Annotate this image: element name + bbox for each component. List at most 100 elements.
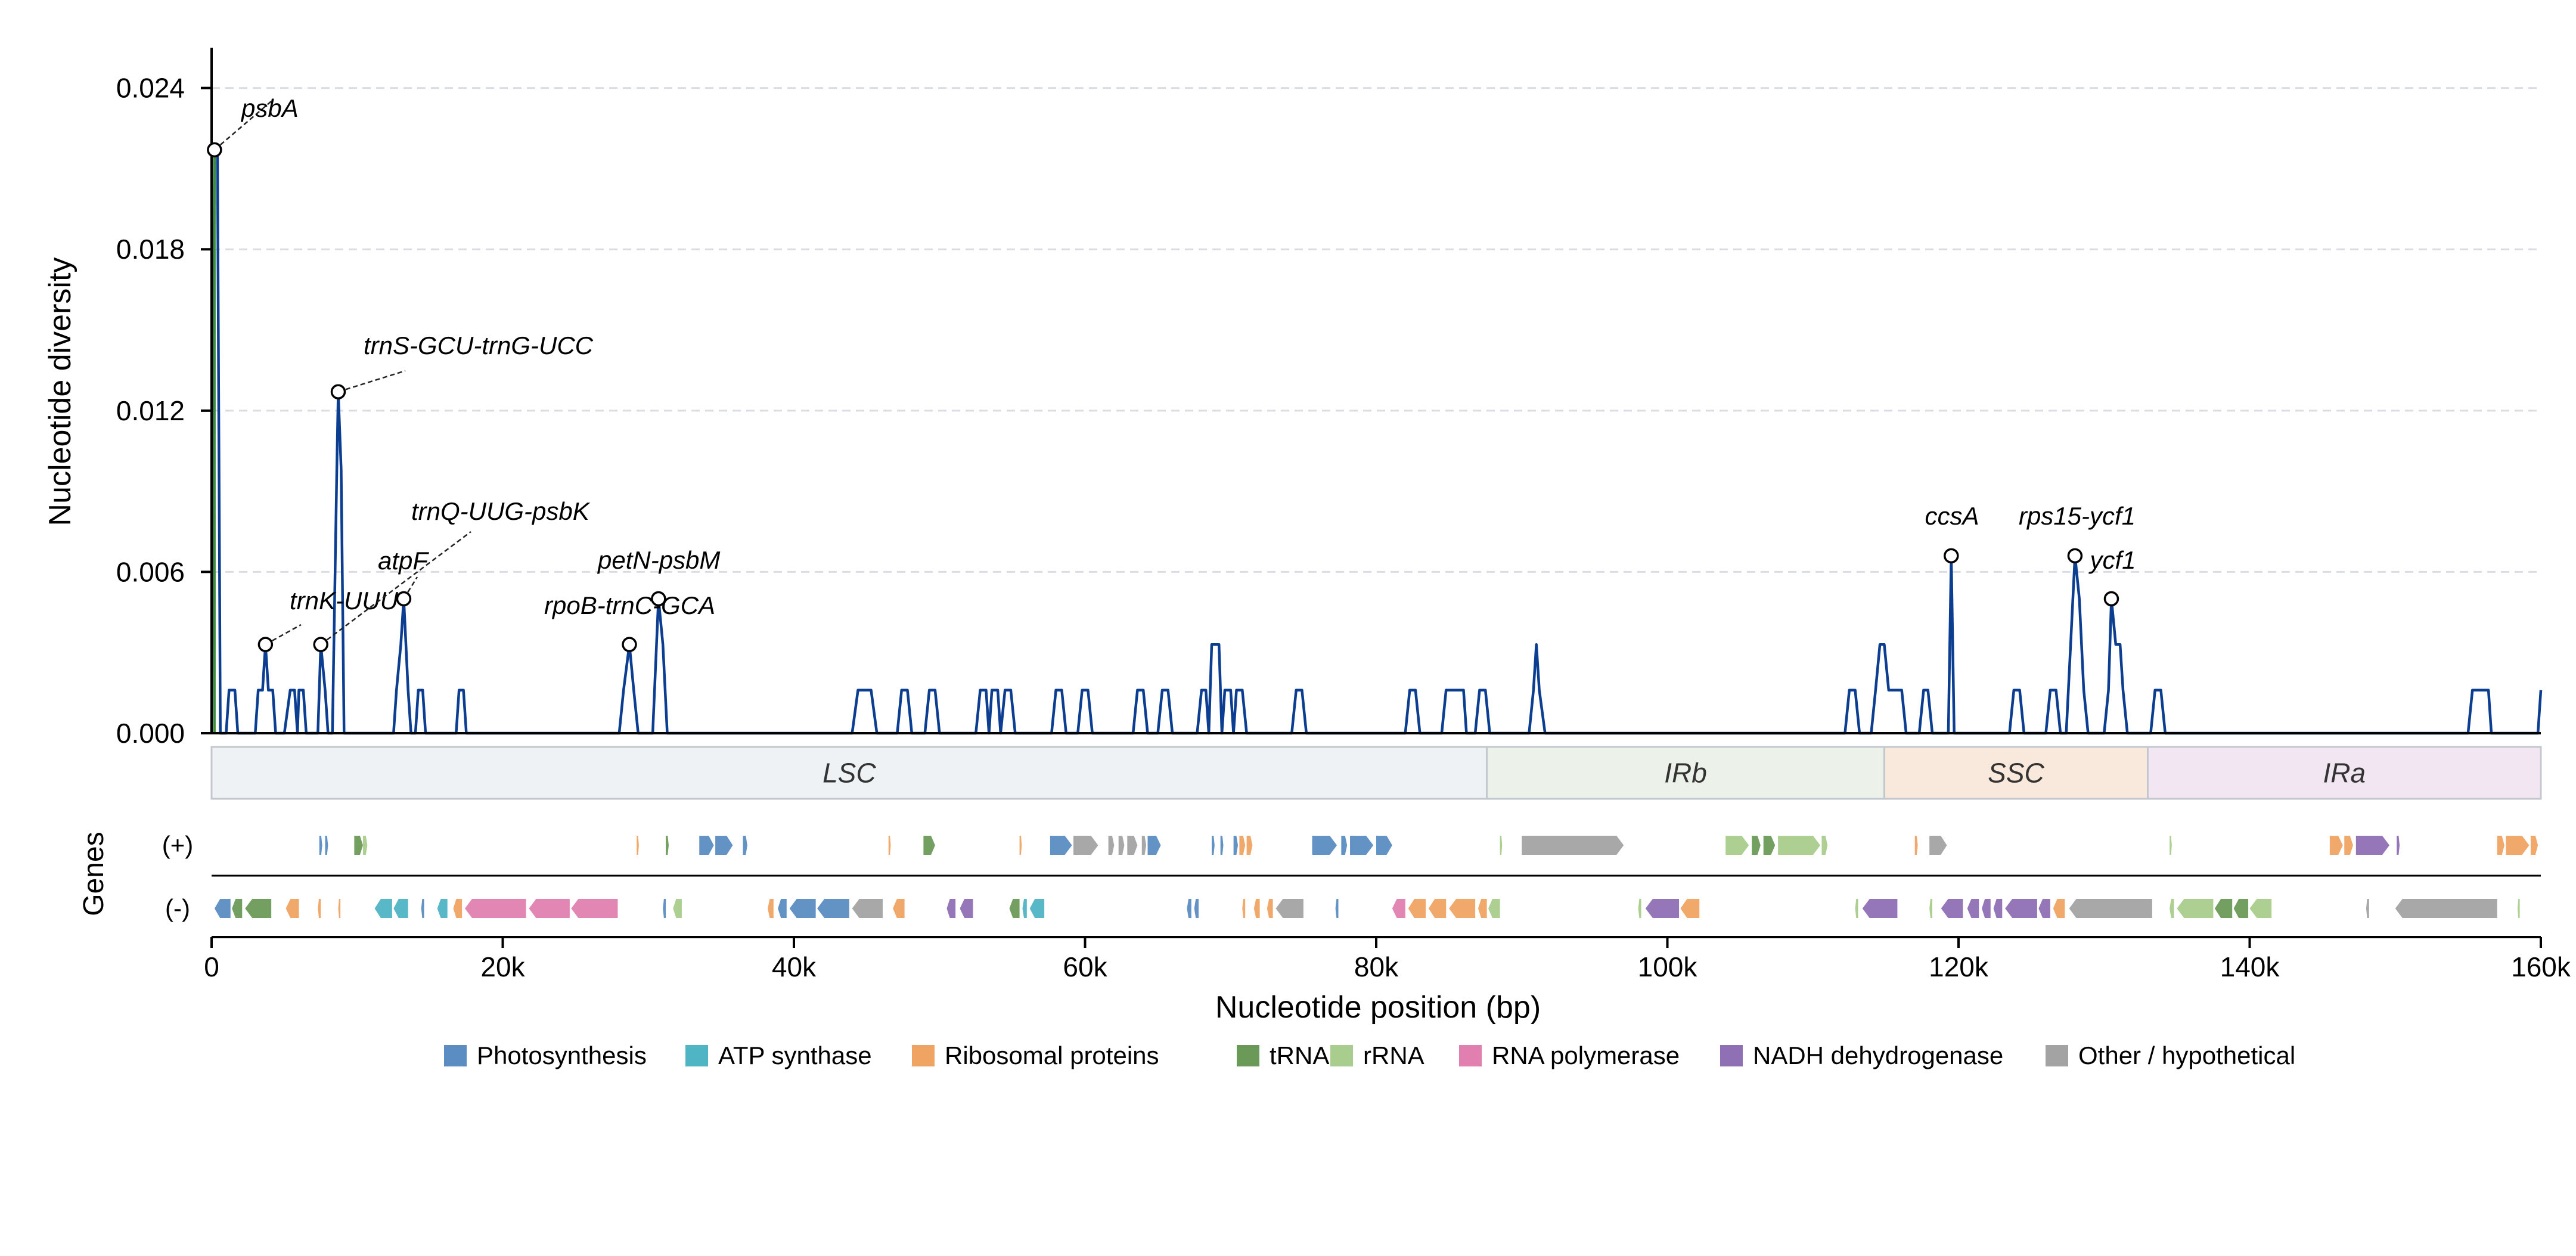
gene-minus (946, 899, 956, 918)
y-tick-label: 0.024 (116, 73, 185, 104)
peak-marker (622, 637, 637, 652)
gene-minus (1194, 899, 1199, 918)
x-tick-label: 160k (2511, 951, 2571, 982)
gene-minus (2005, 899, 2037, 918)
gene-minus (232, 899, 243, 918)
gene-plus (1019, 836, 1022, 855)
peak-label: trnK-UUU (290, 587, 399, 615)
gene-plus (637, 836, 639, 855)
legend-label: RNA polymerase (1492, 1041, 1680, 1069)
y-axis-label: Nucleotide diversity (43, 258, 77, 526)
gene-minus (318, 899, 321, 918)
peak-label: petN-psbM (597, 546, 720, 574)
peak-label: trnQ-UUG-psbK (411, 497, 591, 525)
gene-minus (2170, 899, 2174, 918)
gene-minus (768, 899, 774, 918)
gene-minus (1855, 899, 1858, 918)
gene-minus (817, 899, 849, 918)
gene-plus (1233, 836, 1238, 855)
peak-label: atpF (378, 547, 429, 575)
gene-plus (888, 836, 891, 855)
gene-minus (673, 899, 682, 918)
annotation-leader (320, 531, 471, 646)
gene-minus (1449, 899, 1476, 918)
gene-minus (393, 899, 408, 918)
strand-label-plus: (+) (162, 831, 194, 859)
peak-marker (2103, 591, 2119, 607)
gene-minus (464, 899, 526, 918)
gene-plus (1778, 836, 1820, 855)
peak-label: rpoB-trnC-GCA (544, 591, 715, 619)
strand-label-minus: (-) (165, 894, 190, 922)
legend-swatch (685, 1045, 708, 1066)
gene-minus (663, 899, 666, 918)
legend-swatch (1330, 1045, 1353, 1066)
gene-minus (1187, 899, 1191, 918)
peak-marker (2067, 548, 2083, 564)
gridlines (212, 87, 2541, 573)
peak-label: ycf1 (2088, 546, 2136, 574)
peak-marker (1944, 548, 1959, 564)
gene-plus (363, 836, 368, 855)
gene-minus (1478, 899, 1487, 918)
y-tick-label: 0.006 (116, 556, 185, 587)
gene-minus (453, 899, 463, 918)
gene-minus (2038, 899, 2050, 918)
gene-minus (778, 899, 787, 918)
gene-plus (2355, 836, 2389, 855)
legend-label: Ribosomal proteins (945, 1041, 1159, 1069)
gene-minus (1267, 899, 1273, 918)
gene-minus (2214, 899, 2233, 918)
gene-plus (1763, 836, 1776, 855)
y-tick-label: 0.018 (116, 234, 185, 265)
legend-swatch (1720, 1045, 1743, 1066)
gene-minus (1929, 899, 1933, 918)
gene-minus (245, 899, 272, 918)
gene-minus (2177, 899, 2214, 918)
region-irb (1486, 746, 1885, 800)
x-tick-label: 0 (204, 951, 219, 982)
gene-plus (1118, 836, 1125, 855)
x-tick-label: 20k (480, 951, 525, 982)
gene-plus (1073, 836, 1098, 855)
gene-minus (1022, 899, 1027, 918)
peak-marker (651, 591, 666, 607)
region-label: IRa (2323, 758, 2366, 789)
y-tick-label: 0.000 (116, 718, 185, 749)
peak-annotations: psbA trnS-GCU-trnG-UCC trnK-UUU trnQ-UUG-ps… (207, 94, 2136, 652)
x-tick-label: 60k (1063, 951, 1107, 982)
gene-plus (1050, 836, 1072, 855)
annotation-leader (265, 624, 302, 646)
legend: Photosynthesis ATP synthase Ribosomal prot… (444, 1041, 2295, 1069)
gene-minus (1428, 899, 1447, 918)
gene-plus (1500, 836, 1503, 855)
gene-plus (1108, 836, 1115, 855)
gene-plus (1376, 836, 1392, 855)
peak-marker (396, 591, 412, 607)
gene-minus (1680, 899, 1700, 918)
peak-label: trnS-GCU-trnG-UCC (364, 331, 594, 359)
legend-swatch (444, 1045, 467, 1066)
legend-label: rRNA (1363, 1041, 1424, 1069)
gene-minus (1941, 899, 1963, 918)
gene-plus (1929, 836, 1947, 855)
x-tick-label: 80k (1354, 951, 1399, 982)
genes-track-label: Genes (78, 832, 110, 916)
y-tick-label: 0.012 (116, 395, 185, 426)
legend-swatch (1237, 1045, 1259, 1066)
gene-plus (2530, 836, 2538, 855)
legend-label: Other / hypothetical (2078, 1041, 2295, 1069)
peak-marker (313, 637, 328, 652)
region-label: LSC (823, 758, 876, 789)
gene-minus (214, 899, 231, 918)
legend-label: tRNA (1270, 1041, 1329, 1069)
gene-plus (1341, 836, 1348, 855)
gene-minus (1253, 899, 1260, 918)
gene-minus (1242, 899, 1246, 918)
gene-minus (571, 899, 618, 918)
peak-marker (330, 384, 346, 400)
gene-plus (1127, 836, 1138, 855)
gene-plus (666, 836, 669, 855)
